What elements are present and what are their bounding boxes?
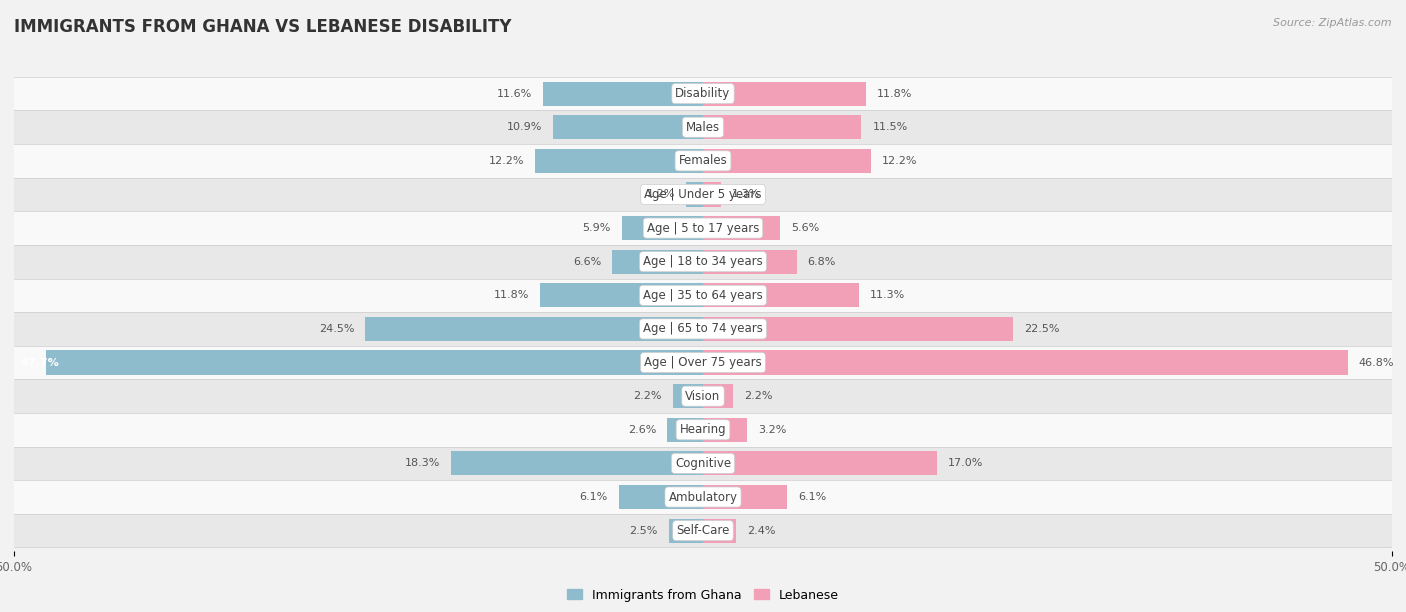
Text: Ambulatory: Ambulatory [668,490,738,504]
Bar [451,451,703,476]
Text: 6.1%: 6.1% [799,492,827,502]
Bar [672,384,703,408]
Bar [14,144,1392,177]
Text: 11.6%: 11.6% [496,89,531,99]
Bar [703,182,721,207]
Text: 17.0%: 17.0% [948,458,984,468]
Bar [366,317,703,341]
Bar [14,245,1392,278]
Bar [14,312,1392,346]
Bar [14,480,1392,514]
Text: Source: ZipAtlas.com: Source: ZipAtlas.com [1274,18,1392,28]
Text: 3.2%: 3.2% [758,425,786,435]
Bar [703,216,780,240]
Text: Hearing: Hearing [679,424,727,436]
Bar [619,485,703,509]
Bar [46,351,703,375]
Bar [543,81,703,106]
Text: Age | 5 to 17 years: Age | 5 to 17 years [647,222,759,234]
Bar [703,250,797,274]
Text: 22.5%: 22.5% [1024,324,1060,334]
Text: 11.8%: 11.8% [876,89,912,99]
Text: Age | 65 to 74 years: Age | 65 to 74 years [643,323,763,335]
Bar [703,317,1012,341]
Text: 18.3%: 18.3% [405,458,440,468]
Bar [703,518,737,543]
Text: 46.8%: 46.8% [1358,357,1395,368]
Bar [14,110,1392,144]
Bar [703,485,787,509]
Text: Self-Care: Self-Care [676,524,730,537]
Text: 6.8%: 6.8% [807,256,837,267]
Bar [14,211,1392,245]
Bar [540,283,703,307]
Text: Disability: Disability [675,87,731,100]
Bar [553,115,703,140]
Text: 2.2%: 2.2% [633,391,662,401]
Text: Age | Over 75 years: Age | Over 75 years [644,356,762,369]
Bar [612,250,703,274]
Legend: Immigrants from Ghana, Lebanese: Immigrants from Ghana, Lebanese [562,584,844,606]
Bar [14,379,1392,413]
Text: 6.6%: 6.6% [572,256,600,267]
Bar [703,384,734,408]
Bar [668,417,703,442]
Text: 2.2%: 2.2% [744,391,773,401]
Bar [14,76,1392,110]
Text: Age | Under 5 years: Age | Under 5 years [644,188,762,201]
Bar [703,115,862,140]
Text: 47.7%: 47.7% [21,357,59,368]
Text: 1.3%: 1.3% [733,190,761,200]
Text: 6.1%: 6.1% [579,492,607,502]
Text: 2.4%: 2.4% [747,526,776,536]
Text: Age | 18 to 34 years: Age | 18 to 34 years [643,255,763,268]
Text: IMMIGRANTS FROM GHANA VS LEBANESE DISABILITY: IMMIGRANTS FROM GHANA VS LEBANESE DISABI… [14,18,512,36]
Text: 5.6%: 5.6% [792,223,820,233]
Text: Females: Females [679,154,727,167]
Text: 10.9%: 10.9% [506,122,541,132]
Bar [703,451,938,476]
Text: Males: Males [686,121,720,134]
Text: 5.9%: 5.9% [582,223,610,233]
Text: Age | 35 to 64 years: Age | 35 to 64 years [643,289,763,302]
Text: 24.5%: 24.5% [319,324,354,334]
Text: Vision: Vision [685,390,721,403]
Text: 2.6%: 2.6% [627,425,657,435]
Bar [703,81,866,106]
Bar [703,351,1348,375]
Text: 11.5%: 11.5% [873,122,908,132]
Bar [703,417,747,442]
Bar [534,149,703,173]
Bar [14,514,1392,548]
Text: 2.5%: 2.5% [628,526,658,536]
Text: 12.2%: 12.2% [882,156,918,166]
Bar [703,283,859,307]
Bar [669,518,703,543]
Bar [621,216,703,240]
Bar [14,278,1392,312]
Text: 11.8%: 11.8% [494,290,530,300]
Bar [686,182,703,207]
Bar [14,447,1392,480]
Text: Cognitive: Cognitive [675,457,731,470]
Text: 1.2%: 1.2% [647,190,675,200]
Bar [703,149,872,173]
Bar [14,413,1392,447]
Text: 12.2%: 12.2% [488,156,524,166]
Bar [14,177,1392,211]
Text: 11.3%: 11.3% [870,290,905,300]
Bar [14,346,1392,379]
